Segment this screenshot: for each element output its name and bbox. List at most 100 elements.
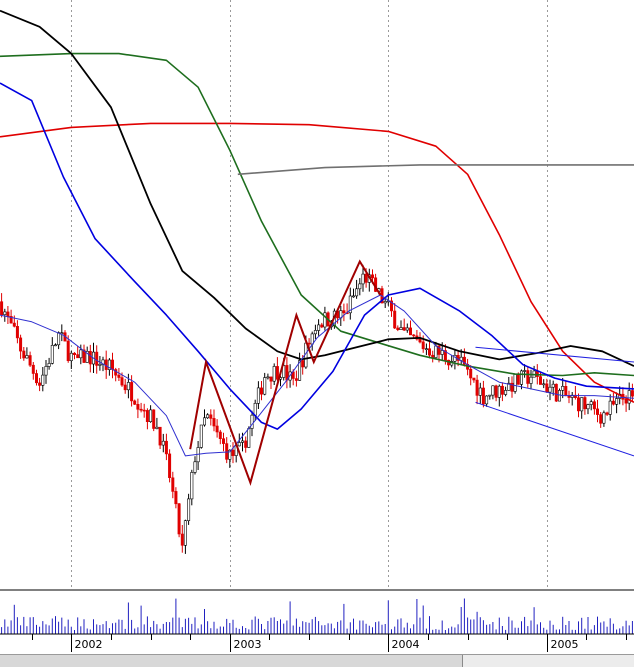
candle-body (25, 355, 29, 359)
candle-body (31, 364, 35, 374)
candle-body (155, 426, 159, 429)
candle-body (507, 382, 511, 391)
candle-body (595, 408, 599, 415)
candle-body (199, 424, 203, 448)
candle-body (551, 383, 555, 388)
pattern-line (189, 259, 382, 486)
candle-body (301, 360, 305, 368)
candle-body (561, 385, 565, 391)
candle-body (434, 345, 438, 358)
candle-body (98, 363, 102, 366)
candle-body (580, 397, 584, 412)
scrollbar-thumb[interactable] (462, 655, 634, 667)
candle-body (95, 351, 99, 366)
candle-body (627, 390, 631, 404)
candle-body (557, 390, 561, 402)
x-tick-label-2004: 2004 (392, 638, 420, 651)
moving-average-grey (237, 164, 634, 176)
candle-body (111, 359, 115, 370)
channel-lines (475, 346, 634, 457)
candle-body (3, 311, 7, 315)
candle-body (50, 344, 54, 364)
candle-body (519, 370, 523, 385)
candle-body (117, 374, 121, 378)
candle-body (164, 440, 168, 455)
candle-body (589, 401, 593, 405)
candle-body (529, 376, 533, 384)
candle-body (583, 397, 587, 410)
candle-body (57, 332, 61, 346)
candle-body (73, 352, 77, 356)
candle-body (256, 387, 260, 404)
candle-body (190, 472, 194, 500)
channel-line (475, 346, 634, 363)
candle-body (396, 327, 400, 331)
candle-body (500, 385, 504, 395)
candle-body (15, 325, 19, 339)
candle-body (269, 376, 273, 382)
candle-body (361, 273, 365, 285)
candle-body (285, 365, 289, 381)
candle-body (158, 426, 162, 446)
candle-body (408, 327, 412, 336)
moving-average-thin (0, 294, 634, 457)
horizontal-scrollbar[interactable] (0, 654, 634, 667)
candle-body (139, 408, 143, 411)
candle-body (478, 387, 482, 396)
candle-body (82, 349, 86, 363)
candle-body (225, 443, 229, 460)
candle-body (266, 376, 270, 379)
candle-body (168, 453, 172, 478)
candle-body (320, 324, 324, 328)
candle-body (282, 365, 286, 378)
candle-body (608, 400, 612, 415)
candle-body (469, 368, 473, 379)
candle-body (212, 418, 216, 427)
candle-body (12, 322, 16, 327)
candle-body (405, 327, 409, 331)
x-axis: 2002 2003 2004 2005 (32, 634, 627, 652)
candle-body (475, 379, 479, 396)
candle-body (180, 533, 184, 546)
candle-body (53, 344, 57, 347)
candle-body (523, 370, 527, 372)
candle-body (247, 428, 251, 448)
candle-body (342, 310, 346, 314)
candle-body (494, 385, 498, 398)
moving-average-blue (0, 82, 634, 430)
candle-body (418, 338, 422, 343)
candle-body (237, 442, 241, 447)
candle-body (545, 383, 549, 393)
candle-body (630, 390, 634, 397)
candle-body (206, 414, 210, 419)
candle-body (66, 340, 70, 362)
candle-body (228, 449, 232, 460)
candle-body (174, 491, 178, 505)
candle-body (358, 283, 362, 290)
candle-body (526, 370, 530, 384)
x-tick-label-2002: 2002 (75, 638, 103, 651)
candle-body (472, 377, 476, 381)
candle-body (412, 334, 416, 337)
candle-body (0, 301, 4, 316)
x-tick-label-2003: 2003 (234, 638, 262, 651)
candle-body (85, 350, 89, 363)
candle-body (142, 409, 146, 412)
candle-body (209, 414, 213, 419)
candle-body (6, 311, 10, 317)
candle-body (130, 382, 134, 402)
candle-body (538, 376, 542, 385)
candle-body (399, 327, 403, 331)
candle-body (443, 350, 447, 361)
candle-body (437, 345, 441, 355)
candle-body (485, 395, 489, 405)
candle-body (440, 350, 444, 355)
candle-body (149, 409, 153, 422)
candle-body (60, 332, 64, 335)
candle-body (605, 412, 609, 415)
candle-body (222, 438, 226, 444)
candle-body (9, 315, 13, 324)
candle-body (542, 383, 546, 386)
candle-body (203, 417, 207, 426)
candle-body (564, 385, 568, 396)
